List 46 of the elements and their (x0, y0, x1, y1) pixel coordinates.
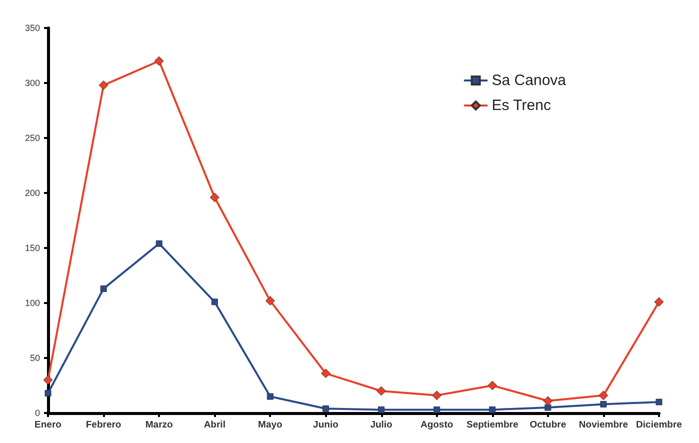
x-tick-label: Julio (370, 420, 393, 430)
point (322, 405, 329, 412)
x-tick-label: Febrero (86, 420, 122, 430)
point (100, 285, 107, 292)
x-tick-label: Octubre (530, 420, 566, 430)
point (98, 80, 108, 90)
point (543, 396, 553, 406)
point (432, 390, 442, 400)
point (654, 297, 664, 307)
x-tick-label: Agosto (420, 420, 454, 430)
point (266, 393, 274, 400)
point (320, 368, 330, 378)
point (656, 398, 662, 406)
y-tick-label: 250 (24, 133, 40, 143)
point (544, 404, 552, 411)
point (156, 240, 162, 247)
point (210, 192, 220, 202)
legend-label: Sa Canova (492, 72, 567, 89)
point (154, 56, 164, 66)
y-tick-label: 200 (24, 188, 40, 198)
y-tick-label: 100 (24, 298, 40, 308)
x-tick-label: Junio (313, 420, 339, 430)
y-tick-label: 150 (24, 243, 40, 253)
x-tick-label: Noviembre (578, 420, 628, 430)
point (434, 406, 440, 413)
point (600, 400, 607, 408)
point (376, 386, 386, 396)
legend-label: Es Trenc (492, 97, 552, 114)
y-tick-label: 300 (24, 78, 40, 88)
point (378, 406, 385, 413)
point (598, 390, 608, 400)
x-tick-label: Mayo (258, 420, 283, 430)
x-tick-label: Enero (34, 420, 62, 430)
point (211, 298, 218, 306)
point (489, 406, 496, 413)
y-tick-label: 0 (34, 408, 40, 418)
point (44, 390, 52, 396)
point (43, 375, 53, 385)
x-tick-label: Septiembre (466, 420, 518, 430)
x-tick-label: Diciembre (636, 420, 682, 430)
point (488, 380, 498, 390)
x-tick-label: Marzo (145, 420, 174, 430)
y-tick-label: 50 (30, 353, 40, 363)
x-tick-label: Abril (204, 420, 226, 430)
point (265, 296, 275, 306)
y-tick-label: 350 (24, 23, 40, 33)
